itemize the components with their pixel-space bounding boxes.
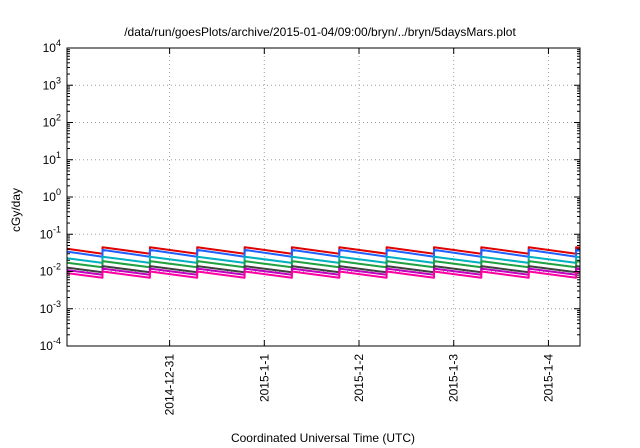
y-tick-label: 104 [43, 38, 61, 55]
y-tick-label: 101 [43, 150, 61, 167]
series-group [66, 246, 581, 279]
y-tick-label: 10-1 [40, 224, 61, 241]
x-axis: 2014-12-31 2015-1-1 2015-1-2 2015-1-3 2015-1… [163, 48, 555, 416]
x-tick-label: 2015-1-2 [352, 354, 366, 402]
y-axis-label: cGy/day [9, 188, 23, 232]
x-tick-label: 2015-1-4 [541, 354, 555, 402]
y-tick-label: 10-2 [40, 262, 61, 279]
grid [67, 48, 580, 346]
y-tick-label: 103 [43, 75, 61, 92]
y-tick-label: 100 [43, 187, 61, 204]
x-tick-label: 2015-1-1 [257, 354, 271, 402]
chart-title: /data/run/goesPlots/archive/2015-01-04/0… [124, 25, 516, 39]
series-line [66, 270, 581, 279]
series-line [66, 248, 581, 258]
y-tick-label: 102 [43, 113, 61, 130]
y-tick-label: 10-4 [40, 336, 61, 353]
series-line [66, 255, 581, 264]
y-tick-label: 10-3 [40, 299, 61, 316]
y-axis: 10-4 10-3 10-2 10-1 100 101 102 103 104 [40, 38, 580, 353]
x-tick-label: 2014-12-31 [163, 354, 177, 416]
x-tick-label: 2015-1-3 [447, 354, 461, 402]
x-axis-label: Coordinated Universal Time (UTC) [231, 431, 415, 445]
